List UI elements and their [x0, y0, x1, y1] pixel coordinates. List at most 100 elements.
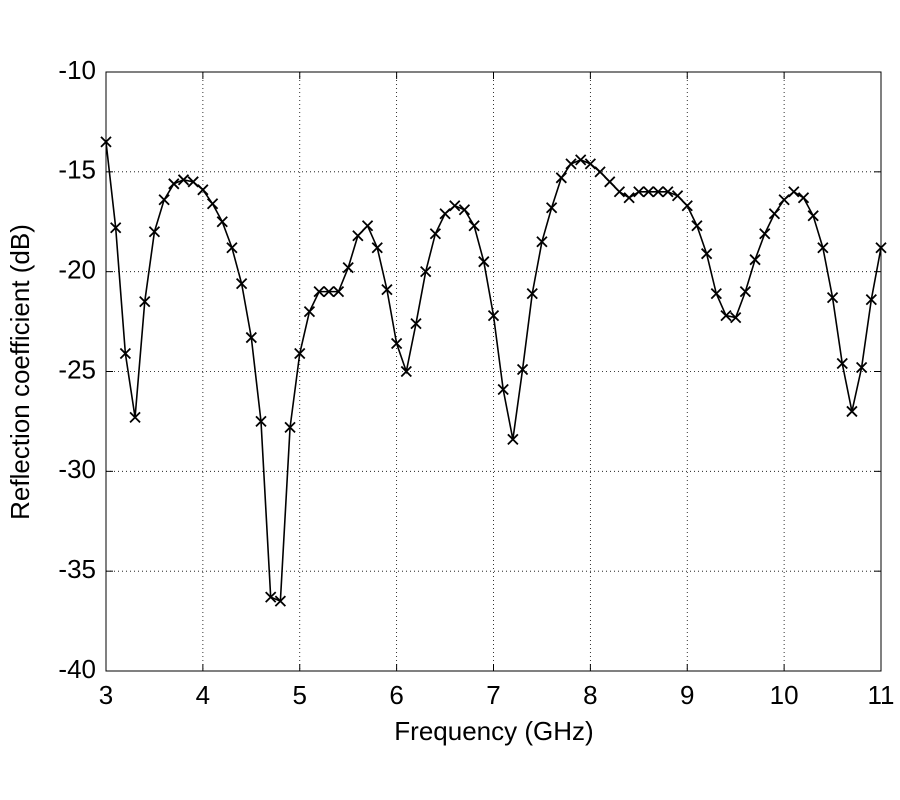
data-marker	[681, 200, 693, 212]
data-marker	[691, 220, 703, 232]
data-marker	[604, 176, 616, 188]
data-marker	[468, 220, 480, 232]
x-tick-label: 10	[770, 680, 799, 710]
plot-frame	[105, 71, 882, 672]
data-marker	[390, 337, 403, 350]
data-marker	[855, 361, 868, 374]
data-marker	[720, 309, 732, 322]
data-marker	[497, 383, 509, 396]
data-marker	[235, 278, 248, 290]
data-marker	[700, 248, 713, 260]
data-marker	[526, 287, 538, 300]
data-marker	[478, 256, 490, 268]
data-marker	[730, 311, 742, 324]
data-marker	[284, 421, 296, 434]
y-tick-label: -30	[58, 454, 96, 484]
data-marker	[439, 208, 451, 220]
y-tick-label: -10	[58, 55, 96, 85]
data-marker	[216, 216, 228, 228]
data-marker	[584, 158, 597, 170]
data-marker	[555, 172, 567, 184]
data-marker	[332, 285, 345, 298]
data-marker	[139, 295, 151, 308]
data-marker	[671, 190, 684, 202]
data-marker	[662, 186, 674, 198]
data-marker	[507, 433, 519, 446]
data-marker	[381, 284, 393, 296]
y-axis-label: Reflection coefficient (dB)	[5, 224, 35, 520]
data-marker	[759, 228, 771, 240]
data-marker	[400, 365, 412, 378]
data-marker	[807, 210, 819, 222]
data-marker	[633, 186, 645, 198]
data-marker	[826, 291, 839, 304]
data-marker	[420, 266, 432, 278]
data-marker	[313, 285, 325, 298]
x-tick-label: 5	[293, 680, 307, 710]
data-marker	[797, 192, 810, 204]
x-tick-label: 3	[99, 680, 113, 710]
data-marker	[265, 591, 277, 603]
data-marker	[352, 230, 364, 242]
x-axis-label: Frequency (GHz)	[394, 716, 593, 746]
data-marker	[323, 285, 335, 298]
y-tick-label: -35	[58, 554, 96, 584]
x-tick-label: 8	[583, 680, 597, 710]
data-marker	[226, 242, 238, 254]
data-marker	[458, 204, 471, 216]
data-marker	[545, 202, 558, 214]
data-marker	[158, 194, 170, 206]
data-marker	[449, 200, 461, 212]
x-tick-label: 7	[486, 680, 500, 710]
data-marker	[100, 136, 112, 148]
data-marker	[342, 262, 354, 274]
data-marker	[613, 186, 626, 198]
data-marker	[129, 411, 141, 424]
data-marker	[274, 595, 287, 607]
data-marker	[294, 347, 306, 360]
x-tick-label: 6	[389, 680, 403, 710]
data-marker	[148, 226, 161, 238]
data-marker	[642, 186, 655, 198]
data-marker	[410, 317, 422, 330]
y-tick-label: -15	[58, 155, 96, 185]
data-marker	[197, 184, 209, 196]
data-marker	[245, 331, 257, 344]
data-marker	[187, 176, 199, 188]
x-tick-label: 9	[680, 680, 694, 710]
data-marker	[875, 242, 887, 254]
data-marker	[303, 305, 316, 318]
data-marker	[817, 242, 829, 254]
data-marker	[110, 222, 122, 234]
data-marker	[119, 347, 132, 360]
data-marker	[255, 415, 267, 428]
data-marker	[865, 293, 877, 306]
data-marker	[768, 208, 781, 220]
y-tick-label: -20	[58, 255, 96, 285]
data-marker	[575, 154, 587, 166]
data-marker	[565, 158, 577, 170]
data-marker	[206, 198, 219, 210]
data-marker	[594, 166, 606, 178]
data-marker	[710, 287, 722, 300]
data-marker	[788, 186, 800, 198]
data-marker	[623, 192, 635, 204]
x-tick-label: 4	[196, 680, 210, 710]
y-tick-label: -40	[58, 654, 96, 684]
data-marker	[371, 242, 383, 254]
data-marker	[429, 228, 442, 240]
data-marker	[516, 363, 529, 376]
data-marker	[739, 285, 752, 298]
data-marker	[487, 309, 500, 322]
data-marker	[749, 254, 761, 266]
data-marker	[778, 194, 790, 206]
data-marker	[846, 405, 858, 418]
data-marker	[536, 236, 548, 248]
data-marker	[652, 186, 664, 198]
data-marker	[836, 357, 848, 370]
x-tick-label: 11	[868, 680, 895, 710]
data-marker	[361, 220, 374, 232]
data-marker	[177, 174, 190, 186]
